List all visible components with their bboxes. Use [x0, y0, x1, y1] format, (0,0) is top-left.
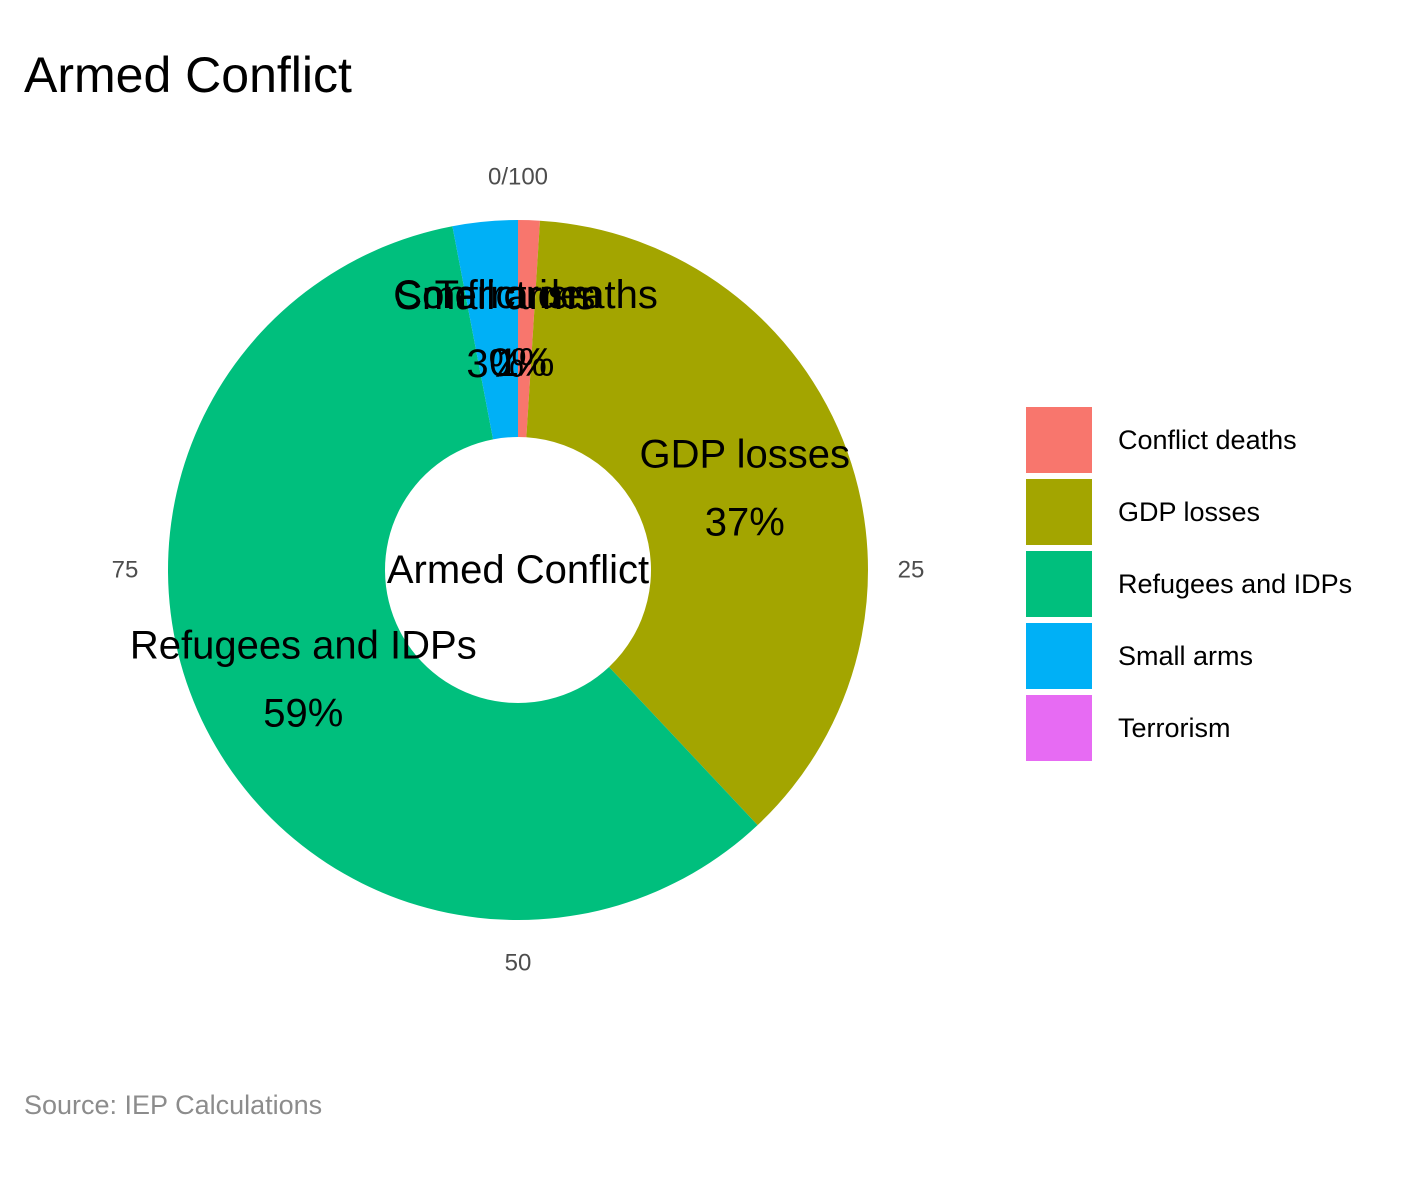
angular-tick-label: 75 — [112, 557, 139, 584]
source-caption: Source: IEP Calculations — [24, 1090, 323, 1120]
angular-ticks-layer: 0/100 25 50 75 — [112, 164, 925, 977]
legend-label: Terrorism — [1118, 712, 1231, 743]
legend-swatch — [1026, 623, 1092, 689]
legend-swatch — [1026, 407, 1092, 473]
angular-tick-label: 50 — [505, 950, 532, 977]
slice-percent-gdp-losses: 37% — [705, 500, 785, 544]
slice-percent-conflict-deaths: 1% — [497, 341, 555, 385]
slice-labels-layer: Conflict deaths 1% GDP losses 37% Refugees a… — [130, 273, 850, 735]
slice-percent-terrorism: 0% — [489, 341, 547, 385]
legend-swatch — [1026, 479, 1092, 545]
slice-gdp-losses — [526, 220, 869, 826]
angular-tick-label: 25 — [898, 557, 925, 584]
slice-label-small-arms: Small arms — [395, 274, 595, 318]
slice-refugees-and-idps — [168, 226, 758, 920]
legend-item-terrorism: Terrorism — [1026, 692, 1352, 764]
slice-small-arms — [452, 220, 518, 440]
legend: Conflict deaths GDP losses Refugees and ID… — [1026, 404, 1352, 764]
legend-item-conflict-deaths: Conflict deaths — [1026, 404, 1352, 476]
angular-tick-label: 0/100 — [488, 164, 548, 191]
legend-item-refugees-and-idps: Refugees and IDPs — [1026, 548, 1352, 620]
slice-percent-small-arms: 3% — [466, 342, 524, 386]
slice-label-gdp-losses: GDP losses — [640, 432, 850, 476]
slice-label-conflict-deaths: Conflict deaths — [393, 273, 658, 317]
legend-label: Conflict deaths — [1118, 424, 1297, 455]
legend-label: Small arms — [1118, 640, 1254, 671]
legend-label: Refugees and IDPs — [1118, 568, 1353, 599]
legend-swatch — [1026, 551, 1092, 617]
legend-label: GDP losses — [1118, 496, 1261, 527]
slice-percent-refugees-and-idps: 59% — [263, 691, 343, 735]
slice-label-terrorism: Terrorism — [435, 273, 602, 317]
chart-title: Armed Conflict — [24, 47, 352, 103]
slices-layer — [168, 220, 869, 920]
legend-item-gdp-losses: GDP losses — [1026, 476, 1352, 548]
center-label: Armed Conflict — [387, 548, 649, 592]
legend-swatch — [1026, 695, 1092, 761]
legend-item-small-arms: Small arms — [1026, 620, 1352, 692]
slice-label-refugees-and-idps: Refugees and IDPs — [130, 623, 477, 667]
slice-conflict-deaths — [518, 220, 540, 438]
